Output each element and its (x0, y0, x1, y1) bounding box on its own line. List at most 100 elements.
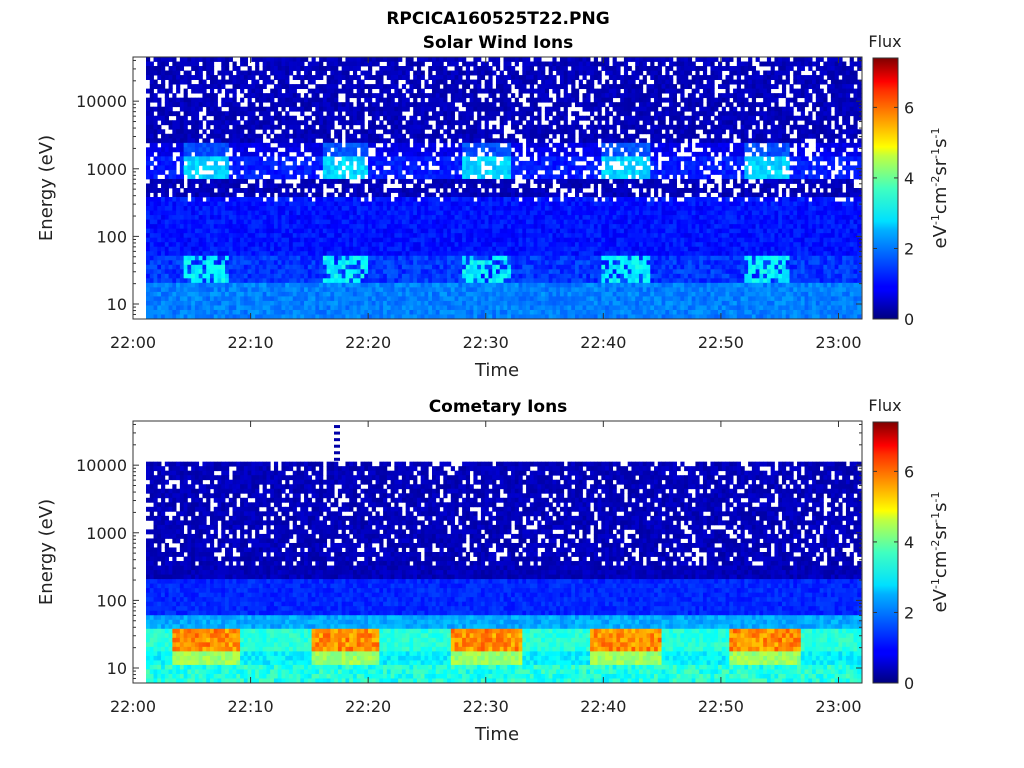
heatmap-cell (289, 61, 294, 67)
heatmap-cell (676, 88, 681, 94)
heatmap-cell (432, 129, 437, 135)
heatmap-cell (845, 93, 851, 99)
heatmap-cell (766, 79, 772, 85)
heatmap-cell (187, 147, 192, 153)
heatmap-cell (360, 142, 365, 148)
heatmap-cell (315, 75, 320, 80)
heatmap-cell (146, 183, 151, 189)
heatmap-cell (507, 138, 512, 144)
heatmap-cell (439, 133, 444, 139)
heatmap-cell (631, 138, 636, 144)
heatmap-cell (774, 124, 779, 130)
heatmap-cell (447, 201, 452, 207)
heatmap-cell (684, 66, 689, 71)
heatmap-cell (616, 147, 621, 153)
heatmap-cell (300, 133, 305, 139)
heatmap-cell (537, 151, 542, 157)
heatmap-cell (669, 142, 674, 148)
heatmap-cell (179, 129, 185, 135)
heatmap-cell (518, 120, 523, 126)
heatmap-cell (368, 84, 373, 90)
heatmap-cell (503, 57, 508, 62)
heatmap-cell (710, 79, 715, 85)
heatmap-cell (823, 61, 828, 67)
heatmap-cell (326, 129, 331, 135)
heatmap-cell (578, 197, 583, 202)
heatmap-cell (281, 138, 286, 144)
heatmap-cell (559, 102, 565, 108)
heatmap-cell (398, 169, 403, 175)
heatmap-cell (706, 201, 711, 207)
heatmap-cell (285, 79, 290, 85)
heatmap-cell (827, 160, 832, 166)
heatmap-cell (194, 57, 200, 62)
heatmap-cell (428, 106, 433, 112)
heatmap-cell (454, 84, 459, 90)
heatmap-cell (575, 97, 580, 103)
heatmap-cell (748, 174, 753, 180)
heatmap-cell (537, 70, 542, 76)
heatmap-cell (800, 147, 805, 153)
heatmap-cell (356, 102, 361, 108)
heatmap-cell (322, 93, 328, 99)
heatmap-cell (495, 142, 501, 148)
heatmap-cell (183, 188, 188, 193)
heatmap-cell (612, 93, 617, 99)
heatmap-cell (352, 142, 358, 148)
heatmap-cell (684, 84, 689, 90)
heatmap-cell (409, 160, 414, 166)
heatmap-cell (733, 151, 738, 157)
heatmap-cell (281, 174, 286, 180)
heatmap-cell (793, 192, 798, 198)
heatmap-cell (360, 93, 365, 99)
heatmap-cell (209, 147, 215, 153)
heatmap-cell (702, 111, 708, 117)
heatmap-cell (379, 201, 384, 207)
heatmap-cell (770, 93, 775, 99)
heatmap-cell (183, 102, 188, 108)
heatmap-cell (209, 75, 215, 80)
heatmap-cell (744, 138, 749, 144)
heatmap-cell (800, 165, 805, 171)
heatmap-cell (669, 102, 674, 108)
heatmap-cell (311, 79, 316, 85)
heatmap-cell (146, 66, 151, 71)
heatmap-cell (206, 66, 211, 71)
heatmap-cell (533, 147, 538, 153)
heatmap-cell (710, 142, 715, 148)
heatmap-cell (439, 156, 444, 162)
heatmap-cell (838, 70, 843, 76)
heatmap-cell (567, 102, 572, 108)
heatmap-cell (774, 106, 779, 112)
heatmap-cell (849, 192, 854, 198)
heatmap-cell (236, 84, 241, 90)
heatmap-cell (676, 120, 681, 126)
heatmap-cell (352, 138, 358, 144)
heatmap-cell (548, 75, 553, 80)
heatmap-cell (552, 165, 557, 171)
heatmap-cell (450, 111, 455, 117)
heatmap-cell (687, 129, 693, 135)
heatmap-cell (575, 61, 580, 67)
heatmap-cell (529, 129, 534, 135)
heatmap-cell (800, 84, 805, 90)
heatmap-cell (319, 165, 324, 171)
heatmap-cell (845, 183, 851, 189)
heatmap-cell (804, 79, 809, 85)
heatmap-cell (213, 156, 218, 162)
heatmap-cell (526, 188, 531, 193)
heatmap-cell (736, 61, 741, 67)
heatmap-cell (176, 66, 181, 71)
heatmap-cell (428, 197, 433, 202)
heatmap-cell (164, 102, 169, 108)
heatmap-cell (315, 133, 320, 139)
heatmap-cell (371, 138, 376, 144)
heatmap-cell (770, 165, 775, 171)
heatmap-cell (477, 178, 482, 184)
heatmap-cell (763, 160, 768, 166)
heatmap-cell (676, 147, 681, 153)
heatmap-cell (420, 93, 425, 99)
heatmap-cell (638, 102, 644, 108)
heatmap-cell (462, 88, 467, 94)
heatmap-cell (191, 178, 196, 184)
